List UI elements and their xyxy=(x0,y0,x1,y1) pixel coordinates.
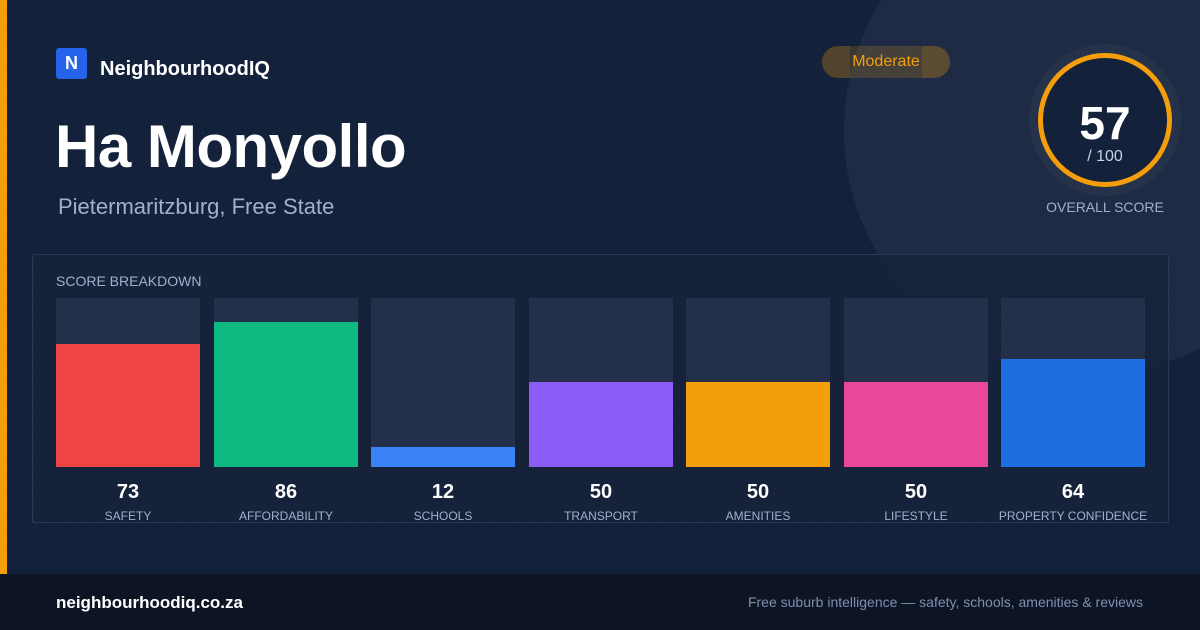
score-bar-label: SCHOOLS xyxy=(413,509,473,523)
rating-badge-label: Moderate xyxy=(852,53,920,70)
score-bar-track xyxy=(214,298,358,467)
suburb-location: Pietermaritzburg, Free State xyxy=(58,194,335,219)
score-bar-safety: 73 SAFETY xyxy=(56,298,200,524)
overall-score-ring-inner: 57 / 100 xyxy=(1038,53,1172,187)
rating-badge: Moderate xyxy=(822,46,950,78)
score-bar-track xyxy=(844,298,988,467)
brand-logo-icon: N xyxy=(56,48,87,79)
score-bar-value: 12 xyxy=(431,481,455,503)
score-bar-property-confidence: 64 PROPERTY CONFIDENCE xyxy=(999,298,1147,524)
score-bar-label: AMENITIES xyxy=(725,509,791,523)
score-breakdown-heading: SCORE BREAKDOWN xyxy=(56,273,202,289)
score-bar-value: 86 xyxy=(274,481,298,503)
overall-score-max: / 100 xyxy=(1087,148,1123,165)
footer: neighbourhoodiq.co.za Free suburb intell… xyxy=(0,574,1200,630)
accent-bar xyxy=(0,0,7,574)
overall-score-value: 57 xyxy=(1079,97,1131,149)
score-bar-label: TRANSPORT xyxy=(564,509,638,523)
overall-score-label: OVERALL SCORE xyxy=(1046,199,1164,215)
score-bar-track xyxy=(1001,298,1145,467)
score-bar-fill xyxy=(214,322,358,467)
score-bar-fill xyxy=(529,382,673,467)
score-bar-value: 50 xyxy=(746,481,770,503)
score-breakdown-panel: SCORE BREAKDOWN 73 SAFETY 86 AFFORDABILITY 1… xyxy=(32,254,1169,523)
footer-tagline: Free suburb intelligence — safety, schoo… xyxy=(747,594,1143,610)
score-bar-value: 50 xyxy=(904,481,928,503)
brand: N NeighbourhoodIQ xyxy=(56,46,270,81)
footer-domain-link[interactable]: neighbourhoodiq.co.za xyxy=(56,593,243,612)
score-bar-fill xyxy=(844,382,988,467)
score-bar-track xyxy=(56,298,200,467)
score-bar-value: 64 xyxy=(1061,481,1085,503)
score-bar-label: SAFETY xyxy=(104,509,152,523)
brand-name: NeighbourhoodIQ xyxy=(100,58,270,80)
score-bar-value: 73 xyxy=(116,481,140,503)
score-bar-track xyxy=(529,298,673,467)
overall-score-ring: 57 / 100 xyxy=(1029,44,1181,196)
score-bar-fill xyxy=(1001,359,1145,467)
score-bar-value: 50 xyxy=(589,481,613,503)
share-card: N NeighbourhoodIQ Ha Monyollo Pietermari… xyxy=(0,0,1200,574)
score-bar-amenities: 50 AMENITIES xyxy=(686,298,830,524)
score-bar-fill xyxy=(686,382,830,467)
score-bar-label: AFFORDABILITY xyxy=(238,509,333,523)
score-bar-track xyxy=(371,298,515,467)
score-bar-track xyxy=(686,298,830,467)
suburb-title: Ha Monyollo xyxy=(55,113,407,180)
score-bar-label: PROPERTY CONFIDENCE xyxy=(998,509,1148,523)
score-bar-fill xyxy=(56,344,200,467)
score-bar-transport: 50 TRANSPORT xyxy=(529,298,673,524)
score-bar-fill xyxy=(371,447,515,467)
score-bar-affordability: 86 AFFORDABILITY xyxy=(214,298,358,524)
score-bar-lifestyle: 50 LIFESTYLE xyxy=(844,298,988,524)
score-bar-schools: 12 SCHOOLS xyxy=(371,298,515,524)
score-bar-label: LIFESTYLE xyxy=(884,509,948,523)
